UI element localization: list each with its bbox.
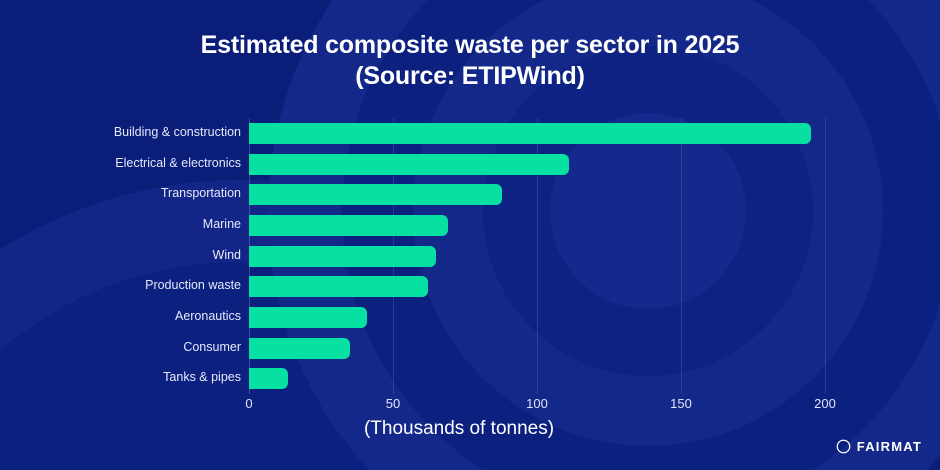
bar[interactable] — [249, 276, 428, 298]
gridline — [537, 118, 538, 394]
bar[interactable] — [249, 153, 569, 175]
bar[interactable] — [249, 215, 448, 236]
fairmat-logo: FAIRMAT — [836, 439, 922, 454]
plot-area: Building & construction Electrical & elec… — [114, 118, 826, 394]
bar-row[interactable]: Transportation — [161, 179, 825, 210]
category-label: Marine — [202, 217, 241, 231]
fairmat-circle-icon — [836, 439, 851, 454]
bar[interactable] — [249, 123, 811, 144]
bar-row[interactable]: Marine — [203, 210, 825, 241]
bar[interactable] — [249, 337, 350, 359]
bar-row[interactable]: Tanks & pipes — [163, 363, 825, 394]
x-axis-tick-label: 0 — [245, 396, 253, 411]
bar-row[interactable]: Electrical & electronics — [115, 149, 825, 180]
x-axis-ticks: 0 50 100 150 200 — [245, 396, 835, 416]
bar-row[interactable]: Building & construction — [114, 118, 825, 149]
category-label: Electrical & electronics — [115, 155, 241, 170]
bar-row[interactable]: Aeronautics — [175, 302, 825, 333]
chart-title-line-2: (Source: ETIPWind) — [355, 62, 585, 90]
bar-series: Building & construction Electrical & elec… — [114, 118, 825, 394]
bar-row[interactable]: Wind — [213, 241, 825, 272]
x-axis-tick-label: 200 — [814, 396, 836, 411]
category-label: Production waste — [145, 278, 241, 293]
category-label: Consumer — [183, 339, 241, 354]
bar[interactable] — [249, 307, 368, 328]
category-label: Tanks & pipes — [163, 370, 241, 385]
chart-title-line-1: Estimated composite waste per sector in … — [200, 31, 740, 59]
category-label: Building & construction — [113, 125, 241, 139]
x-axis-tick-label: 50 — [385, 396, 401, 411]
chart-title: Estimated composite waste per sector in … — [0, 30, 940, 92]
bar[interactable] — [249, 184, 503, 206]
gridline — [825, 118, 826, 394]
bar-row[interactable]: Consumer — [183, 333, 825, 364]
category-label: Wind — [212, 247, 241, 262]
bar-row[interactable]: Production waste — [145, 271, 825, 302]
x-axis-label: (Thousands of tonnes) — [363, 418, 555, 439]
category-label: Aeronautics — [174, 309, 241, 323]
gridline — [681, 118, 682, 394]
category-label: Transportation — [160, 186, 241, 201]
fairmat-logo-text: FAIRMAT — [856, 439, 922, 454]
x-axis-tick-label: 150 — [670, 396, 692, 411]
bar[interactable] — [249, 245, 437, 267]
bar[interactable] — [249, 368, 288, 390]
x-axis-tick-label: 100 — [526, 396, 548, 411]
